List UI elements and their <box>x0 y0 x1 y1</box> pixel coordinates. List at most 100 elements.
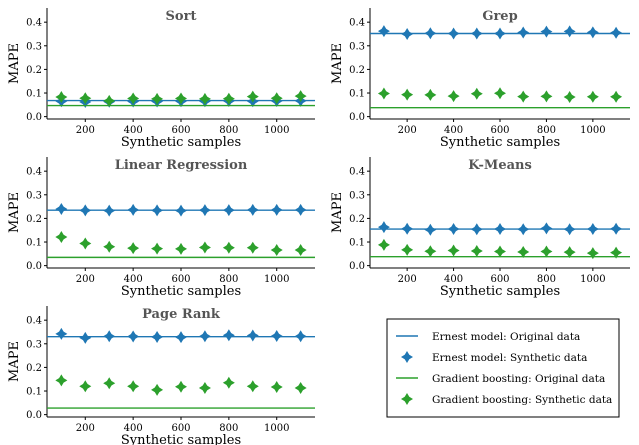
data-point-marker <box>79 92 92 105</box>
legend: Ernest model: Original data Ernest model:… <box>386 318 620 418</box>
data-point-marker <box>151 92 164 105</box>
x-tick-label: 600 <box>490 274 509 285</box>
data-point-marker <box>470 27 483 40</box>
y-tick-label: 0.3 <box>26 41 42 52</box>
x-axis-label: Synthetic samples <box>440 284 560 299</box>
data-point-marker <box>586 26 599 39</box>
chart-title: Linear Regression <box>115 158 248 173</box>
data-point-marker <box>424 223 437 236</box>
data-point-marker <box>424 245 437 258</box>
data-point-marker <box>610 90 623 103</box>
data-point-marker <box>447 90 460 103</box>
y-tick-label: 0.3 <box>26 190 42 201</box>
y-axis-label: MAPE <box>330 192 345 233</box>
legend-box <box>386 318 620 418</box>
chart-panel: 0.0 0.1 0.2 0.3 0.4 200 400 600 800 1000 Linear Re… <box>7 157 315 299</box>
x-tick-label: 400 <box>444 125 463 136</box>
data-point-marker <box>401 222 414 235</box>
data-point-marker <box>270 244 283 257</box>
data-point-marker <box>198 381 211 394</box>
data-point-marker <box>517 26 530 39</box>
data-point-marker <box>494 27 506 40</box>
x-tick-label: 1000 <box>264 423 289 434</box>
data-point-marker <box>470 87 483 100</box>
data-point-marker <box>294 381 307 394</box>
data-point-marker <box>103 94 116 107</box>
data-point-marker <box>246 90 259 103</box>
data-point-marker <box>294 244 307 257</box>
legend-label: Gradient boosting: Synthetic data <box>432 394 612 406</box>
y-tick-label: 0.2 <box>349 65 365 76</box>
data-point-marker <box>270 381 283 394</box>
x-tick-label: 200 <box>398 274 417 285</box>
data-point-marker <box>540 245 553 258</box>
y-tick-label: 0.0 <box>26 112 42 123</box>
y-tick-label: 0.2 <box>26 214 42 225</box>
data-point-marker <box>103 377 116 390</box>
data-point-marker <box>563 246 576 259</box>
x-tick-label: 800 <box>219 274 238 285</box>
y-tick-label: 0.1 <box>349 89 365 100</box>
data-point-marker <box>586 247 599 260</box>
x-tick-label: 1000 <box>264 274 289 285</box>
data-point-marker <box>294 90 307 103</box>
y-tick-label: 0.1 <box>26 238 42 249</box>
data-point-marker <box>610 26 623 39</box>
data-point-marker <box>222 329 235 342</box>
x-axis-label: Synthetic samples <box>121 433 241 445</box>
x-tick-label: 600 <box>490 125 509 136</box>
data-point-marker <box>79 380 92 393</box>
y-axis-label: MAPE <box>330 43 345 84</box>
x-tick-label: 200 <box>76 274 95 285</box>
data-point-marker <box>79 331 92 344</box>
data-point-marker <box>79 237 92 250</box>
x-tick-label: 600 <box>171 274 190 285</box>
x-tick-label: 800 <box>219 125 238 136</box>
data-point-marker <box>127 203 140 216</box>
legend-label: Gradient boosting: Original data <box>432 373 605 385</box>
chart-panel: 0.0 0.1 0.2 0.3 0.4 200 400 600 800 1000 K-Means Sy… <box>330 157 630 299</box>
data-point-marker <box>586 90 599 103</box>
data-point-marker <box>494 223 506 236</box>
data-point-marker <box>127 242 140 255</box>
data-point-marker <box>79 204 92 217</box>
data-point-marker <box>103 204 116 217</box>
data-point-marker <box>563 25 576 38</box>
data-point-marker <box>246 241 259 254</box>
legend-marker-swatch <box>401 351 413 363</box>
data-point-marker <box>377 221 390 234</box>
x-tick-label: 400 <box>124 274 143 285</box>
data-point-marker <box>55 231 68 244</box>
data-point-marker <box>447 244 460 257</box>
data-point-marker <box>424 27 437 40</box>
x-axis-label: Synthetic samples <box>121 135 241 150</box>
x-tick-label: 400 <box>124 423 143 434</box>
chart-panel: 0.0 0.1 0.2 0.3 0.4 200 400 600 800 1000 Page Rank… <box>7 306 315 445</box>
x-tick-label: 400 <box>124 125 143 136</box>
y-axis-label: MAPE <box>7 43 22 84</box>
x-tick-label: 200 <box>398 125 417 136</box>
y-tick-label: 0.1 <box>349 238 365 249</box>
x-tick-label: 200 <box>76 125 95 136</box>
legend-label: Ernest model: Synthetic data <box>432 352 587 364</box>
data-point-marker <box>610 222 623 235</box>
data-point-marker <box>151 204 164 217</box>
y-axis-label: MAPE <box>7 341 22 382</box>
x-tick-label: 600 <box>171 423 190 434</box>
data-point-marker <box>494 245 506 258</box>
data-point-marker <box>222 204 235 217</box>
data-point-marker <box>401 88 414 101</box>
data-point-marker <box>55 202 68 215</box>
data-point-marker <box>447 223 460 236</box>
y-tick-label: 0.4 <box>26 18 42 29</box>
data-point-marker <box>377 87 390 100</box>
y-tick-label: 0.0 <box>349 112 365 123</box>
data-point-marker <box>470 244 483 257</box>
data-point-marker <box>198 204 211 217</box>
data-point-marker <box>447 27 460 40</box>
data-point-marker <box>222 92 235 105</box>
chart-panel: 0.0 0.1 0.2 0.3 0.4 200 400 600 800 1000 Grep Synth… <box>330 8 630 150</box>
data-point-marker <box>151 383 164 396</box>
data-point-marker <box>55 327 68 340</box>
